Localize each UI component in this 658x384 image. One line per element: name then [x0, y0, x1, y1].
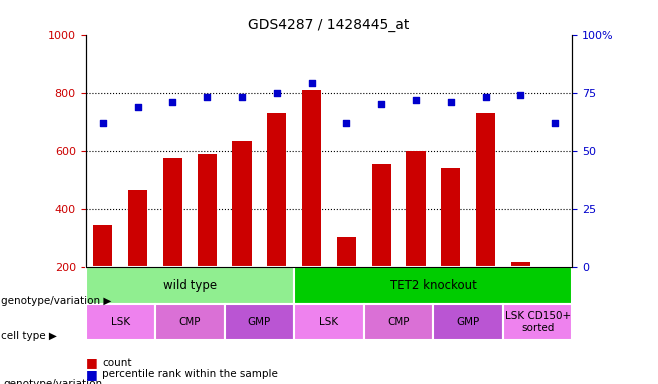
Text: cell type ▶: cell type ▶ — [1, 331, 57, 341]
Bar — [224, 304, 294, 340]
Text: wild type: wild type — [163, 279, 217, 292]
Bar — [232, 141, 251, 267]
Bar — [267, 113, 286, 267]
Bar — [503, 304, 572, 340]
Bar — [302, 90, 321, 267]
Bar — [93, 225, 113, 267]
Point — [167, 99, 178, 105]
Text: LSK: LSK — [111, 317, 130, 327]
Text: genotype/variation: genotype/variation — [3, 379, 103, 384]
Point — [550, 120, 561, 126]
Text: GMP: GMP — [457, 317, 480, 327]
Bar — [364, 304, 434, 340]
Point — [515, 92, 526, 98]
Point — [132, 104, 143, 110]
Point — [376, 101, 386, 108]
Bar — [476, 113, 495, 267]
Bar — [372, 164, 391, 267]
Bar — [86, 267, 294, 304]
Bar — [337, 237, 356, 267]
Text: percentile rank within the sample: percentile rank within the sample — [102, 369, 278, 379]
Text: genotype/variation ▶: genotype/variation ▶ — [1, 296, 111, 306]
Bar — [163, 158, 182, 267]
Point — [97, 120, 108, 126]
Text: LSK: LSK — [319, 317, 339, 327]
Bar — [155, 304, 224, 340]
Bar — [294, 267, 572, 304]
Bar — [294, 304, 364, 340]
Point — [480, 94, 491, 101]
Title: GDS4287 / 1428445_at: GDS4287 / 1428445_at — [248, 18, 410, 32]
Text: GMP: GMP — [248, 317, 271, 327]
Bar — [441, 169, 461, 267]
Text: CMP: CMP — [388, 317, 410, 327]
Point — [445, 99, 456, 105]
Bar — [86, 304, 155, 340]
Text: ■: ■ — [86, 368, 97, 381]
Bar — [128, 190, 147, 267]
Bar — [511, 262, 530, 267]
Point — [341, 120, 351, 126]
Text: ■: ■ — [86, 356, 97, 369]
Text: LSK CD150+
sorted: LSK CD150+ sorted — [505, 311, 570, 333]
Text: TET2 knockout: TET2 knockout — [390, 279, 477, 292]
Text: CMP: CMP — [178, 317, 201, 327]
Bar — [434, 304, 503, 340]
Point — [272, 90, 282, 96]
Text: count: count — [102, 358, 132, 368]
Point — [202, 94, 213, 101]
Bar — [407, 151, 426, 267]
Bar — [197, 154, 217, 267]
Point — [237, 94, 247, 101]
Point — [411, 97, 421, 103]
Point — [307, 80, 317, 86]
